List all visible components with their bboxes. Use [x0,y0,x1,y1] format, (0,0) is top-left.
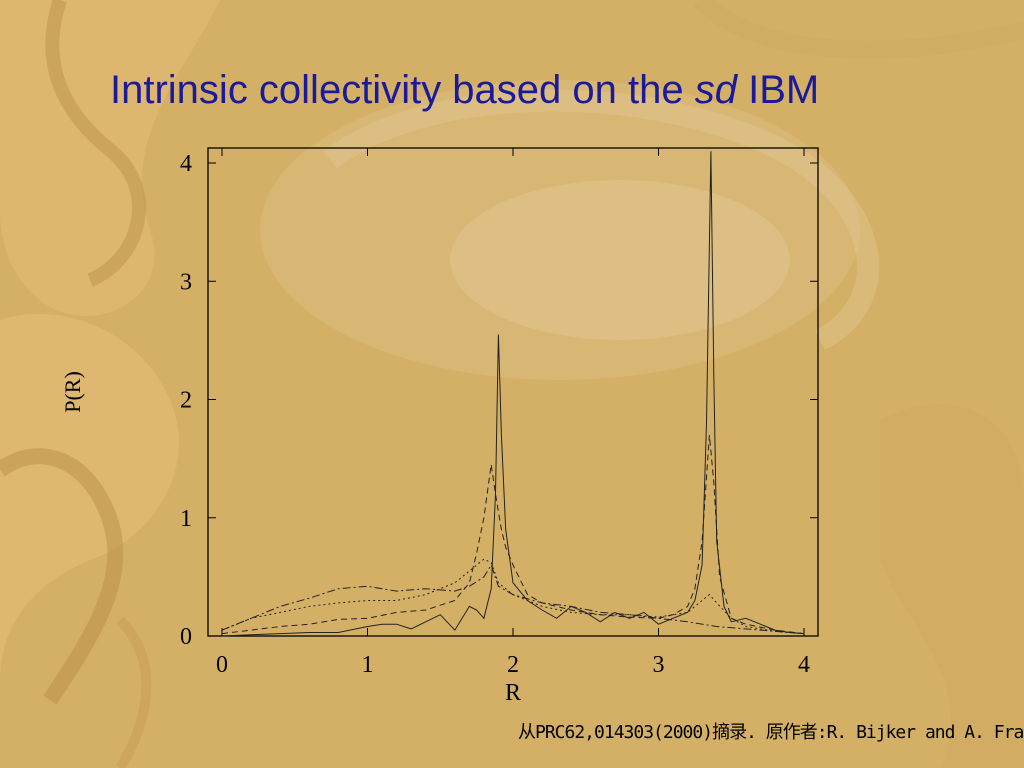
series-line-2 [221,434,805,635]
y-tick-label: 0 [180,624,192,650]
series-line-3 [221,563,805,635]
series-line-4 [221,558,805,635]
series-group [221,151,805,637]
x-tick-label: 1 [362,652,374,678]
x-tick-label: 3 [653,652,665,678]
x-tick-label: 0 [216,652,228,678]
plot-border [207,147,819,637]
plot-frame [207,147,819,637]
title-italic: sd [694,68,737,112]
y-tick-label: 2 [180,388,192,414]
title-main: Intrinsic collectivity based on the [110,68,695,112]
axis-ticks: 0 1 2 3 4 0 1 2 3 4 [180,148,818,678]
x-axis-label: R [505,680,521,706]
title-end: IBM [736,68,820,112]
x-tick-label: 2 [507,652,519,678]
y-tick-label: 1 [180,506,192,532]
slide-title: Intrinsic collectivity based on the sd I… [110,68,819,113]
y-tick-label: 4 [180,151,192,177]
y-axis-label: P(R) [60,371,85,413]
y-tick-label: 3 [180,269,192,295]
x-tick-label: 4 [798,652,810,678]
series-line-1 [221,151,805,637]
source-credit: 从PRC62,014303(2000)摘录. 原作者:R. Bijker and… [518,722,1024,743]
